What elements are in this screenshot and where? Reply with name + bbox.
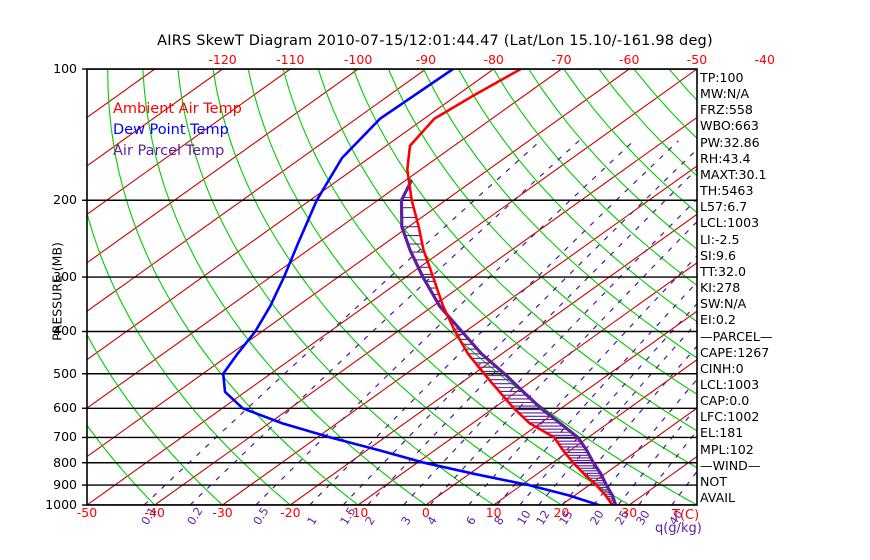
- temp-tick-bottom--20: -20: [280, 505, 301, 520]
- pressure-tick-200: 200: [53, 192, 77, 208]
- parameter-item-22: EL:181: [700, 425, 744, 441]
- temp-tick-top--120: -120: [208, 52, 237, 67]
- parameter-item-18: CINH:0: [700, 360, 744, 376]
- parameter-item-26: AVAIL: [700, 490, 735, 506]
- temp-tick-bottom--30: -30: [212, 505, 233, 520]
- parameter-item-17: CAPE:1267: [700, 344, 770, 360]
- parameter-item-11: SI:9.6: [700, 247, 736, 263]
- temp-tick-top--70: -70: [551, 52, 572, 67]
- pressure-tick-1000: 1000: [45, 497, 77, 512]
- pressure-tick-300: 300: [53, 269, 77, 285]
- parameter-item-21: LFC:1002: [700, 409, 760, 425]
- parameter-item-10: LI:-2.5: [700, 231, 740, 247]
- temp-tick-bottom-0: 0: [421, 505, 430, 520]
- parameter-item-13: KI:278: [700, 280, 741, 296]
- temp-tick-bottom--10: -10: [347, 505, 369, 520]
- x-axis-label-mixing-ratio: q(g/kg): [655, 521, 702, 536]
- temp-tick-bottom-20: 20: [553, 505, 570, 520]
- page-title: AIRS SkewT Diagram 2010-07-15/12:01:44.4…: [157, 33, 713, 49]
- parameter-item-20: CAP:0.0: [700, 393, 750, 409]
- pressure-tick-500: 500: [53, 365, 77, 381]
- parameter-item-4: PW:32.86: [700, 134, 760, 150]
- legend-air-parcel-temp: Air Parcel Temp: [113, 143, 225, 159]
- pressure-tick-700: 700: [53, 429, 77, 445]
- pressure-tick-400: 400: [53, 323, 77, 339]
- temp-tick-top--60: -60: [619, 52, 640, 67]
- pressure-tick-600: 600: [53, 400, 77, 416]
- parameter-item-3: WBO:663: [700, 118, 759, 134]
- temp-tick-bottom-30: 30: [621, 505, 638, 520]
- parameter-item-25: NOT: [700, 473, 728, 489]
- parameter-list: TP:100 MW:N/A FRZ:558 WBO:663 PW:32.86 RH:43.…: [700, 70, 868, 506]
- parameter-item-5: RH:43.4: [700, 150, 751, 166]
- parameter-item-12: TT:32.0: [700, 263, 747, 279]
- parameter-item-1: MW:N/A: [700, 86, 750, 102]
- parameter-item-2: FRZ:558: [700, 102, 753, 118]
- pressure-tick-800: 800: [53, 454, 77, 470]
- temp-tick-top--90: -90: [415, 52, 437, 67]
- temp-tick-bottom--50: -50: [76, 505, 98, 520]
- temp-tick-bottom-10: 10: [485, 505, 502, 520]
- parameter-item-8: L57:6.7: [700, 199, 748, 215]
- temp-tick-top--100: -100: [343, 52, 373, 67]
- temp-tick-top--40: -40: [754, 52, 775, 67]
- parameter-item-23: MPL:102: [700, 441, 754, 457]
- pressure-tick-100: 100: [53, 61, 77, 76]
- parameter-item-7: TH:5463: [700, 183, 754, 199]
- parameter-item-15: EI:0.2: [700, 312, 736, 328]
- legend-dew-point-temp: Dew Point Temp: [113, 122, 229, 138]
- legend-ambient-air-temp: Ambient Air Temp: [113, 101, 242, 117]
- parameter-item-16: —PARCEL—: [700, 328, 773, 344]
- x-axis-label-temperature: T(C): [672, 508, 700, 523]
- parameter-item-0: TP:100: [700, 70, 744, 85]
- temp-tick-top--80: -80: [483, 52, 504, 67]
- pressure-tick-900: 900: [53, 477, 77, 493]
- parameter-item-6: MAXT:30.1: [700, 166, 767, 182]
- parameter-item-19: LCL:1003: [700, 376, 760, 392]
- parameter-item-24: —WIND—: [700, 457, 761, 473]
- temp-tick-top--50: -50: [686, 52, 708, 67]
- parameter-item-14: SW:N/A: [700, 296, 747, 312]
- temp-tick-bottom--40: -40: [144, 505, 165, 520]
- temp-tick-top--110: -110: [276, 52, 305, 67]
- parameter-item-9: LCL:1003: [700, 215, 760, 231]
